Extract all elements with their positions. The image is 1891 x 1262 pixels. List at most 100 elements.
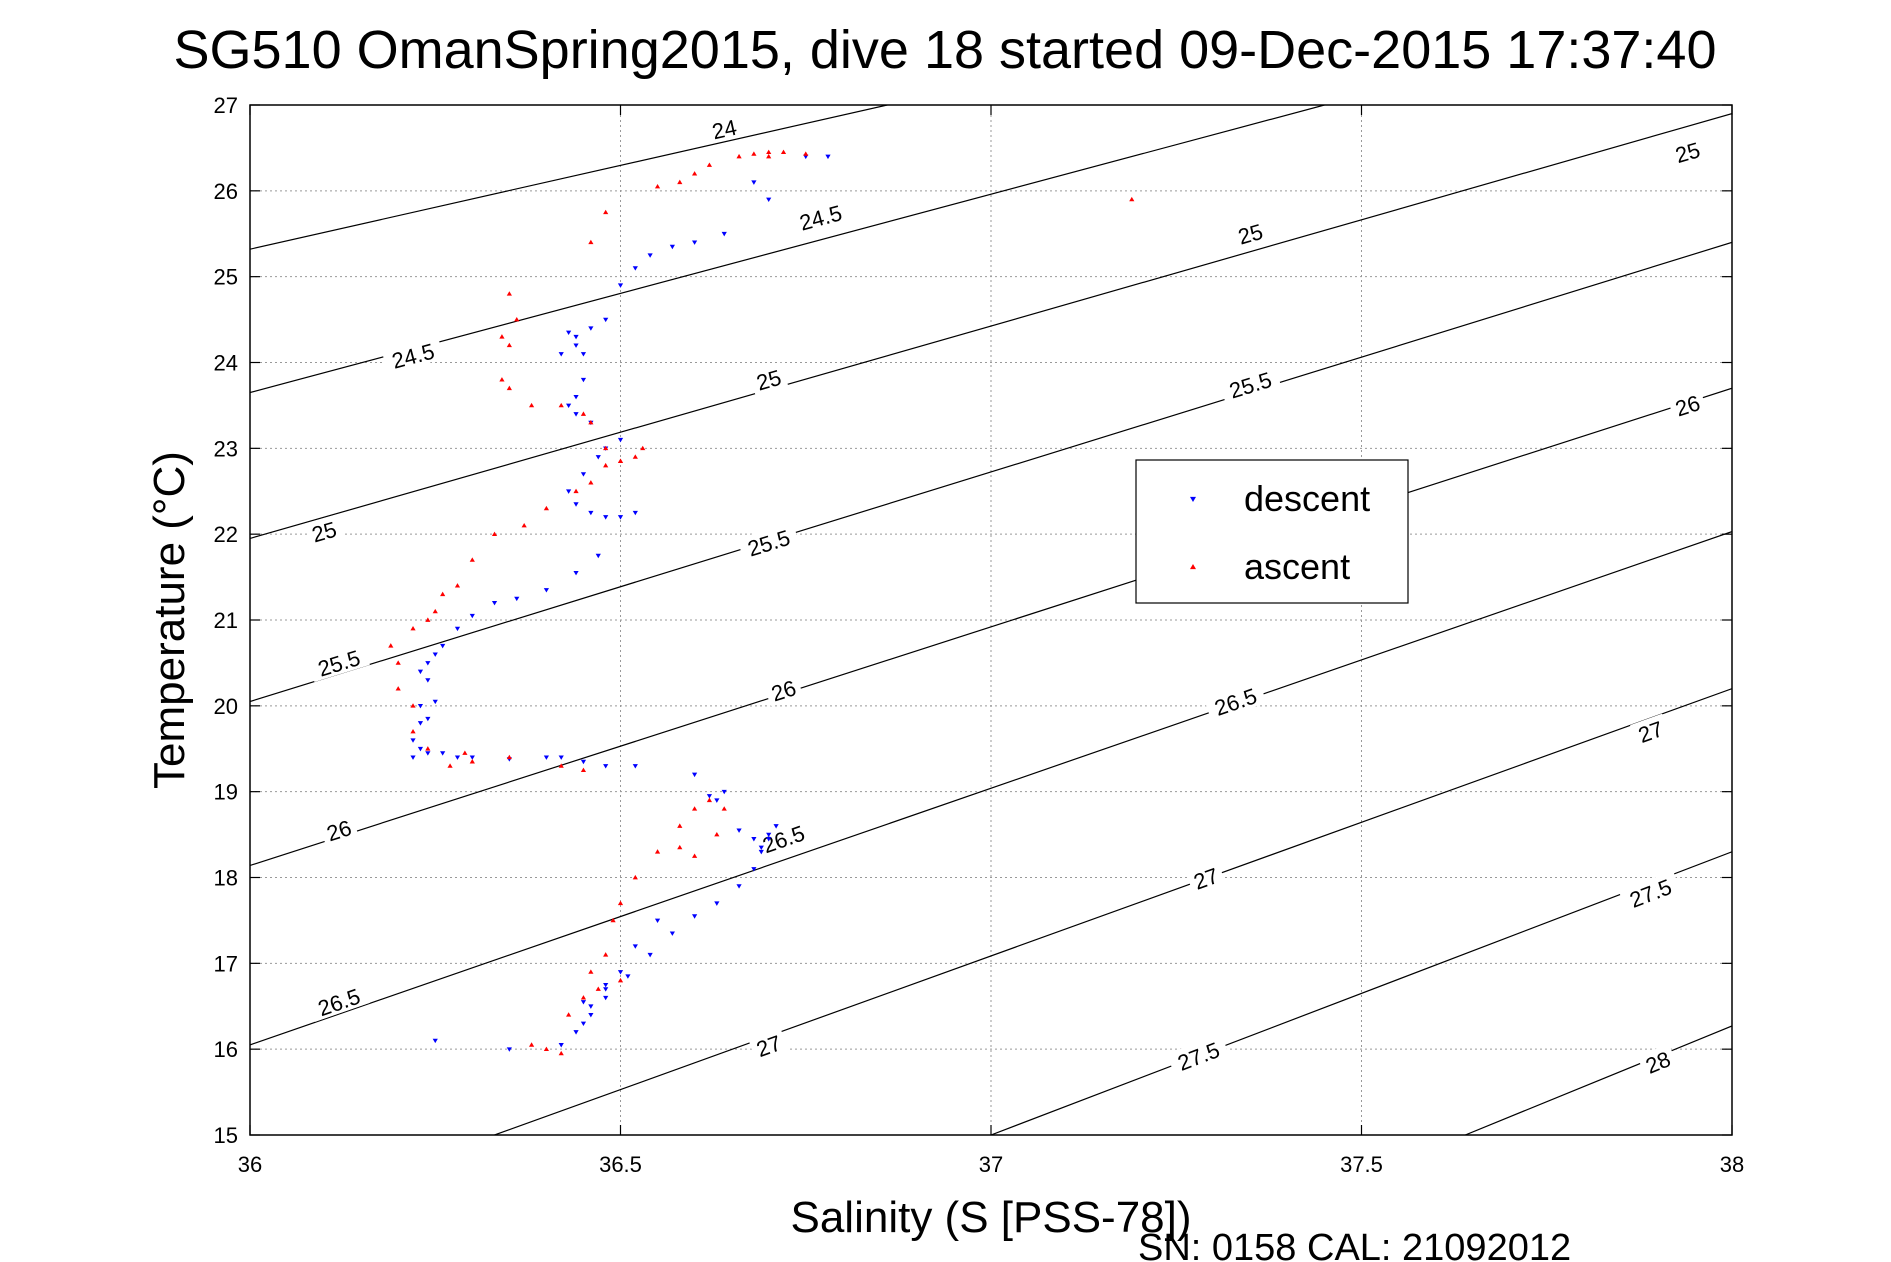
- isopycnal-line: [250, 113, 1732, 540]
- ascent-point: [580, 411, 587, 416]
- descent-point: [692, 772, 698, 778]
- y-tick-label: 21: [214, 608, 238, 633]
- descent-point: [573, 334, 579, 340]
- ascent-point: [425, 617, 431, 622]
- y-tick-label: 15: [214, 1123, 238, 1148]
- descent-point: [692, 914, 698, 919]
- descent-point: [558, 755, 564, 760]
- ascent-point: [499, 334, 505, 339]
- descent-point: [595, 553, 601, 559]
- descent-point: [647, 253, 653, 258]
- ascent-legend-label: ascent: [1244, 546, 1350, 587]
- ascent-point: [617, 458, 624, 464]
- descent-point: [410, 738, 416, 743]
- descent-point: [543, 588, 549, 593]
- descent-point: [603, 987, 609, 992]
- ascent-point: [617, 900, 624, 906]
- ascent-point: [469, 557, 475, 562]
- isopycnal-label: 25: [748, 362, 789, 396]
- ascent-point: [803, 151, 809, 156]
- ascent-point: [706, 162, 713, 167]
- descent-point: [706, 794, 713, 799]
- ascent-point: [721, 806, 727, 811]
- descent-point: [566, 489, 572, 494]
- isopycnal-line: [990, 851, 1732, 1135]
- ascent-point: [573, 488, 579, 494]
- descent-point: [617, 515, 624, 520]
- ascent-point: [603, 209, 609, 215]
- ascent-point: [632, 454, 638, 459]
- isopycnal-line: [250, 531, 1732, 1046]
- descent-point: [603, 995, 609, 1001]
- descent-point: [580, 759, 587, 765]
- ascent-point: [714, 831, 720, 837]
- ascent-point: [454, 583, 461, 588]
- ascent-point: [528, 402, 535, 408]
- descent-point: [580, 352, 587, 357]
- descent-point: [580, 472, 587, 477]
- descent-point: [588, 1013, 594, 1018]
- descent-point: [603, 515, 609, 520]
- isopycnal-contours: [250, 105, 1732, 1135]
- ascent-point: [780, 149, 787, 155]
- descent-point: [617, 437, 624, 443]
- descent-point: [558, 1043, 564, 1048]
- descent-point: [506, 1047, 512, 1052]
- legend: descent ascent: [1135, 459, 1409, 604]
- descent-point: [432, 652, 438, 657]
- ascent-point: [736, 153, 742, 159]
- descent-point: [580, 1000, 587, 1005]
- descent-point: [632, 944, 638, 949]
- isopycnal-label: 25: [1230, 216, 1270, 250]
- descent-point: [410, 755, 416, 760]
- ascent-point: [514, 316, 520, 322]
- descent-point: [417, 746, 424, 752]
- grid-lines: [250, 105, 1732, 1135]
- descent-point: [425, 678, 431, 683]
- descent-point: [714, 798, 720, 803]
- y-tick-label: 25: [214, 265, 238, 290]
- descent-point: [514, 596, 520, 602]
- descent-point: [766, 837, 772, 842]
- ascent-point: [603, 462, 609, 468]
- ascent-point: [558, 402, 564, 408]
- ascent-point: [588, 419, 594, 425]
- legend-box: [1135, 459, 1409, 604]
- x-tick-label: 38: [1720, 1152, 1744, 1177]
- ascent-point: [580, 995, 587, 1000]
- x-axis-title: Salinity (S [PSS-78]): [790, 1193, 1191, 1242]
- descent-point: [751, 867, 757, 872]
- descent-point: [721, 789, 727, 795]
- descent-point: [491, 601, 498, 606]
- descent-point: [566, 330, 572, 336]
- ascent-point: [751, 151, 757, 156]
- ascent-point: [469, 759, 475, 764]
- ascent-point: [395, 660, 401, 665]
- ascent-legend-marker: [1190, 564, 1196, 570]
- y-tick-label: 22: [214, 522, 238, 547]
- descent-point: [417, 721, 424, 726]
- x-tick-label: 36: [238, 1152, 262, 1177]
- descent-point: [425, 751, 431, 756]
- ascent-point: [692, 171, 698, 176]
- descent-legend-marker: [1190, 496, 1196, 502]
- y-axis-title: Temperature (°C): [145, 451, 194, 789]
- ascent-point: [543, 1046, 549, 1051]
- ascent-point: [521, 522, 527, 528]
- ascent-point: [462, 750, 468, 755]
- descent-point: [558, 352, 564, 357]
- ascent-point: [766, 153, 772, 159]
- descent-point: [425, 661, 431, 666]
- descent-point: [440, 751, 446, 756]
- y-tick-label: 24: [214, 351, 238, 376]
- descent-point: [573, 395, 579, 400]
- descent-point: [632, 764, 638, 769]
- isopycnal-line: [250, 387, 1732, 867]
- descent-point: [825, 154, 831, 160]
- ascent-point: [610, 917, 616, 923]
- descent-point: [454, 626, 461, 632]
- descent-point: [617, 970, 624, 975]
- ascent-point: [766, 149, 772, 155]
- y-tick-label: 23: [214, 436, 238, 461]
